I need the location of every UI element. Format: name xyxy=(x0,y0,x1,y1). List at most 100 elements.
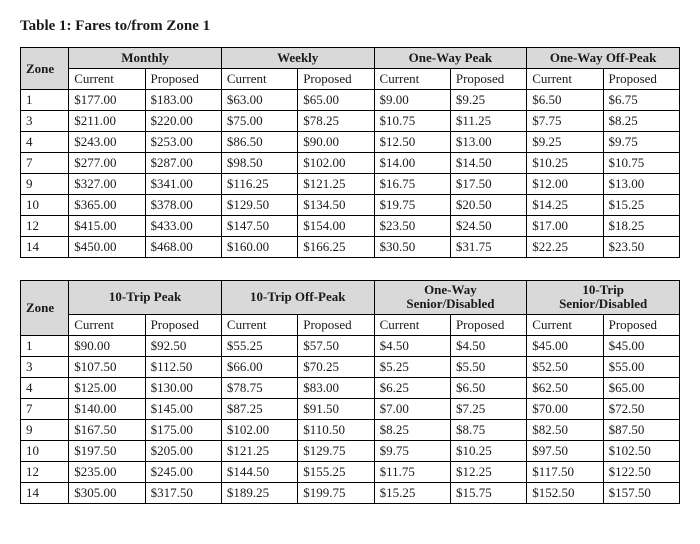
fare-cell: $87.25 xyxy=(221,398,297,419)
fare-cell: $5.50 xyxy=(450,356,526,377)
table-row: 4$243.00$253.00$86.50$90.00$12.50$13.00$… xyxy=(21,132,680,153)
fare-cell: $6.50 xyxy=(450,377,526,398)
fare-cell: $31.75 xyxy=(450,237,526,258)
fare-cell: $72.50 xyxy=(603,398,679,419)
fare-cell: $152.50 xyxy=(527,482,603,503)
col-sub-current: Current xyxy=(69,69,145,90)
table-title: Table 1: Fares to/from Zone 1 xyxy=(20,18,680,35)
fare-cell: $6.25 xyxy=(374,377,450,398)
fare-cell: $8.25 xyxy=(374,419,450,440)
fare-cell: $107.50 xyxy=(69,356,145,377)
fare-cell: $317.50 xyxy=(145,482,221,503)
col-sub-proposed: Proposed xyxy=(450,69,526,90)
fare-cell: $177.00 xyxy=(69,90,145,111)
col-header-zone: Zone xyxy=(21,281,69,336)
zone-cell: 1 xyxy=(21,90,69,111)
fare-cell: $130.00 xyxy=(145,377,221,398)
fare-cell: $450.00 xyxy=(69,237,145,258)
col-group-10sd: 10-TripSenior/Disabled xyxy=(527,281,680,315)
fare-cell: $97.50 xyxy=(527,440,603,461)
col-sub-proposed: Proposed xyxy=(145,69,221,90)
fare-cell: $378.00 xyxy=(145,195,221,216)
fare-cell: $134.50 xyxy=(298,195,374,216)
fare-cell: $78.25 xyxy=(298,111,374,132)
table-row: 14$305.00$317.50$189.25$199.75$15.25$15.… xyxy=(21,482,680,503)
zone-cell: 14 xyxy=(21,482,69,503)
fare-cell: $91.50 xyxy=(298,398,374,419)
fare-cell: $155.25 xyxy=(298,461,374,482)
fare-cell: $45.00 xyxy=(603,335,679,356)
fare-cell: $14.00 xyxy=(374,153,450,174)
fare-cell: $83.00 xyxy=(298,377,374,398)
table-row: 9$327.00$341.00$116.25$121.25$16.75$17.5… xyxy=(21,174,680,195)
col-group-owoff: One-Way Off-Peak xyxy=(527,48,680,69)
fare-cell: $24.50 xyxy=(450,216,526,237)
fare-cell: $65.00 xyxy=(603,377,679,398)
fare-cell: $4.50 xyxy=(450,335,526,356)
fare-cell: $10.25 xyxy=(450,440,526,461)
fare-cell: $415.00 xyxy=(69,216,145,237)
fare-cell: $70.25 xyxy=(298,356,374,377)
table-row: 9$167.50$175.00$102.00$110.50$8.25$8.75$… xyxy=(21,419,680,440)
fare-cell: $145.00 xyxy=(145,398,221,419)
table-row: 12$415.00$433.00$147.50$154.00$23.50$24.… xyxy=(21,216,680,237)
fare-cell: $10.25 xyxy=(527,153,603,174)
fare-cell: $102.00 xyxy=(298,153,374,174)
fares-table-2: Zone 10-Trip Peak 10-Trip Off-Peak One-W… xyxy=(20,280,680,504)
col-sub-current: Current xyxy=(374,314,450,335)
fare-cell: $277.00 xyxy=(69,153,145,174)
table-row: 14$450.00$468.00$160.00$166.25$30.50$31.… xyxy=(21,237,680,258)
zone-cell: 4 xyxy=(21,132,69,153)
zone-cell: 3 xyxy=(21,111,69,132)
col-sub-proposed: Proposed xyxy=(603,69,679,90)
fare-cell: $17.50 xyxy=(450,174,526,195)
fare-cell: $117.50 xyxy=(527,461,603,482)
fare-cell: $166.25 xyxy=(298,237,374,258)
fare-cell: $468.00 xyxy=(145,237,221,258)
table-row: 7$277.00$287.00$98.50$102.00$14.00$14.50… xyxy=(21,153,680,174)
fare-cell: $20.50 xyxy=(450,195,526,216)
fare-cell: $23.50 xyxy=(374,216,450,237)
fare-cell: $6.75 xyxy=(603,90,679,111)
col-sub-current: Current xyxy=(221,314,297,335)
fare-cell: $86.50 xyxy=(221,132,297,153)
zone-cell: 4 xyxy=(21,377,69,398)
col-sub-current: Current xyxy=(527,69,603,90)
table-row: 1$177.00$183.00$63.00$65.00$9.00$9.25$6.… xyxy=(21,90,680,111)
fare-cell: $87.50 xyxy=(603,419,679,440)
col-sub-proposed: Proposed xyxy=(298,69,374,90)
fare-cell: $9.25 xyxy=(450,90,526,111)
fare-cell: $129.75 xyxy=(298,440,374,461)
col-sub-current: Current xyxy=(374,69,450,90)
col-group-weekly: Weekly xyxy=(221,48,374,69)
zone-cell: 9 xyxy=(21,174,69,195)
fare-cell: $235.00 xyxy=(69,461,145,482)
fare-cell: $243.00 xyxy=(69,132,145,153)
fare-cell: $45.00 xyxy=(527,335,603,356)
fare-cell: $211.00 xyxy=(69,111,145,132)
fare-cell: $9.75 xyxy=(603,132,679,153)
fare-cell: $14.25 xyxy=(527,195,603,216)
fare-cell: $15.75 xyxy=(450,482,526,503)
fare-cell: $9.75 xyxy=(374,440,450,461)
fare-cell: $82.50 xyxy=(527,419,603,440)
fare-cell: $160.00 xyxy=(221,237,297,258)
fares-table-1: Zone Monthly Weekly One-Way Peak One-Way… xyxy=(20,47,680,258)
fare-cell: $199.75 xyxy=(298,482,374,503)
zone-cell: 14 xyxy=(21,237,69,258)
fare-cell: $9.00 xyxy=(374,90,450,111)
fare-cell: $4.50 xyxy=(374,335,450,356)
table-row: 7$140.00$145.00$87.25$91.50$7.00$7.25$70… xyxy=(21,398,680,419)
fare-cell: $183.00 xyxy=(145,90,221,111)
table-row: 3$211.00$220.00$75.00$78.25$10.75$11.25$… xyxy=(21,111,680,132)
fare-cell: $13.00 xyxy=(603,174,679,195)
fare-cell: $7.25 xyxy=(450,398,526,419)
fare-cell: $197.50 xyxy=(69,440,145,461)
fare-cell: $78.75 xyxy=(221,377,297,398)
zone-cell: 7 xyxy=(21,153,69,174)
table-row: 4$125.00$130.00$78.75$83.00$6.25$6.50$62… xyxy=(21,377,680,398)
fare-cell: $433.00 xyxy=(145,216,221,237)
fare-cell: $365.00 xyxy=(69,195,145,216)
col-sub-current: Current xyxy=(69,314,145,335)
col-sub-proposed: Proposed xyxy=(298,314,374,335)
